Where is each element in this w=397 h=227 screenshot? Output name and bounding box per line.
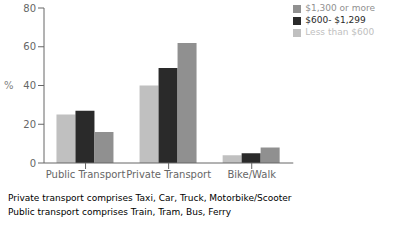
svg-text:%: %: [8, 80, 14, 91]
svg-text:40: 40: [23, 80, 36, 91]
html-text:Public transport comprises Tra: Public transport comprises Train, Tram, …: [8, 207, 232, 217]
svg-text:20: 20: [23, 119, 36, 130]
svg-text:60: 60: [23, 41, 36, 52]
svg-text:0: 0: [30, 158, 36, 169]
svg-text:Private Transport: Private Transport: [126, 169, 211, 180]
html-text:$1,300 or more: $1,300 or more: [305, 3, 375, 13]
svg-text:Bike/Walk: Bike/Walk: [227, 169, 276, 180]
html-text:$600- $1,299: $600- $1,299: [305, 15, 366, 25]
html-text:Private transport comprises Ta: Private transport comprises Taxi, Car, T…: [8, 193, 292, 203]
html-text:Less than $600: Less than $600: [305, 27, 375, 37]
svg-text:Public Transport: Public Transport: [46, 169, 126, 180]
svg-text:80: 80: [23, 3, 36, 14]
